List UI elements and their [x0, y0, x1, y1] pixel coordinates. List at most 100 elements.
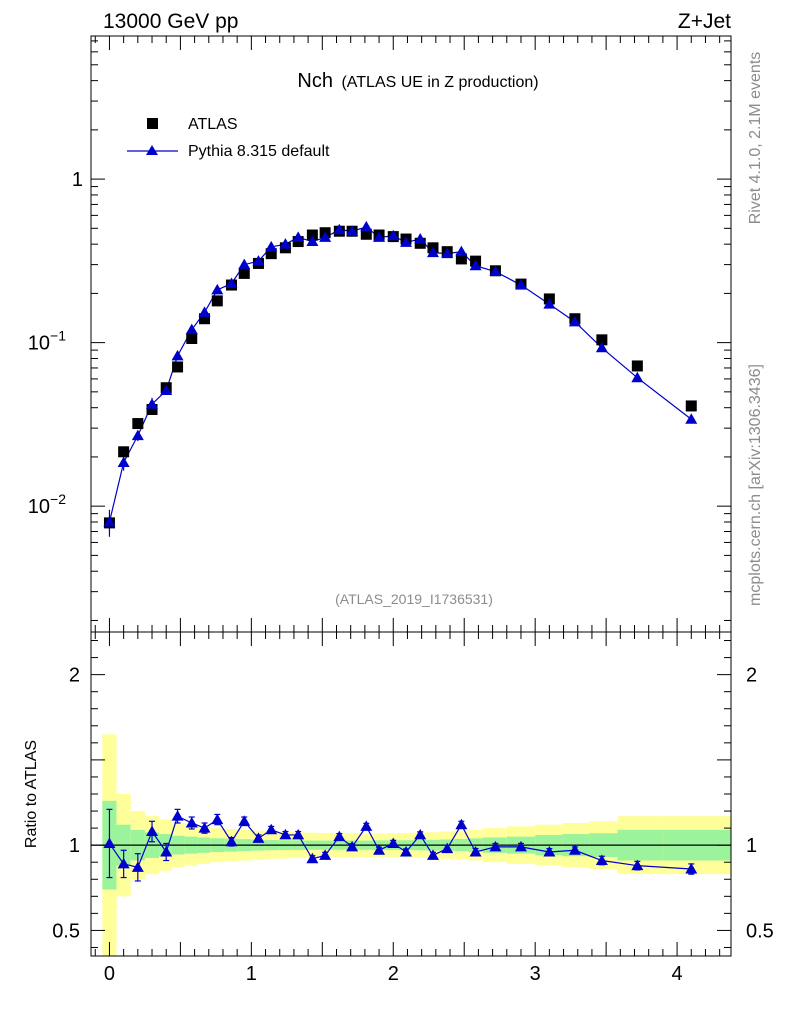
- ratio-point: [185, 816, 198, 828]
- ratio-point: [103, 837, 116, 848]
- ratio-y-tick-label-left: 2: [69, 665, 80, 687]
- x-tick-label: 1: [246, 963, 257, 985]
- pythia-point: [360, 220, 373, 232]
- pythia-point: [198, 306, 211, 317]
- atlas-point: [360, 228, 372, 240]
- pythia-point: [373, 231, 386, 242]
- ratio-point: [319, 849, 332, 860]
- pythia-line: [108, 226, 692, 523]
- pythia-point: [146, 398, 159, 409]
- pythia-point: [489, 265, 502, 277]
- main-y-tick-label: 10−1: [28, 328, 66, 355]
- pythia-point: [400, 236, 413, 247]
- pythia-point: [414, 233, 427, 244]
- atlas-point: [146, 403, 158, 415]
- pythia-point: [185, 323, 198, 335]
- pythia-point: [279, 238, 292, 249]
- ratio-point: [685, 863, 698, 874]
- legend-pythia-label: Pythia 8.315 default: [188, 143, 330, 160]
- pythia-point: [319, 231, 332, 242]
- x-tick-label: 4: [672, 963, 683, 985]
- atlas-point: [455, 253, 467, 265]
- ratio-point: [198, 822, 211, 833]
- atlas-point: [685, 400, 697, 412]
- ratio-ylabel: Ratio to ATLAS: [23, 740, 40, 848]
- ratio-panel: 0.5 0.5 1 1 2 2 0 1 2 3 4 Ratio to ATLAS: [23, 631, 774, 985]
- ratio-point: [333, 830, 346, 842]
- pythia-point: [211, 283, 224, 295]
- atlas-point: [238, 267, 250, 279]
- pythia-point: [333, 223, 346, 235]
- tick-exponent: −1: [50, 328, 66, 344]
- pythia-point: [252, 255, 265, 266]
- ratio-point: [595, 854, 608, 866]
- pythia-point: [595, 341, 608, 353]
- atlas-point: [132, 418, 144, 430]
- atlas-point: [631, 360, 643, 372]
- ratio-point: [160, 845, 173, 857]
- mcplots-label: mcplots.cern.ch [arXiv:1306.3436]: [747, 364, 764, 606]
- tick-base: 10: [28, 333, 50, 355]
- pythia-point: [103, 516, 116, 527]
- ratio-point: [238, 815, 251, 826]
- ratio-point: [146, 825, 159, 837]
- analysis-id-label: (ATLAS_2019_I1736531): [335, 591, 493, 607]
- pythia-point: [469, 259, 482, 271]
- ratio-point: [292, 828, 305, 840]
- ratio-point: [360, 820, 373, 831]
- ratio-point: [225, 835, 238, 847]
- ratio-point: [252, 832, 265, 843]
- pythia-point: [543, 298, 556, 309]
- tick-base: 10: [28, 496, 50, 518]
- main-panel: 10−210−11 Nch (ATLAS UE in Z production)…: [28, 35, 732, 633]
- pythia-point: [306, 235, 319, 247]
- rivet-version-label: Rivet 4.1.0, 2.1M events: [747, 52, 764, 225]
- ratio-y-tick-label-right: 2: [746, 665, 757, 687]
- atlas-point: [172, 361, 184, 373]
- plot-title-sub: (ATLAS UE in Z production): [341, 74, 538, 91]
- ratio-point: [469, 845, 482, 857]
- ratio-y-tick-label-right: 1: [746, 835, 757, 857]
- ratio-y-tick-label-left: 0.5: [52, 920, 80, 942]
- ratio-point: [346, 840, 359, 852]
- tick-exponent: −2: [50, 491, 66, 507]
- ratio-point: [455, 818, 468, 830]
- ratio-y-tick-label-right: 0.5: [746, 920, 774, 942]
- atlas-point: [265, 248, 277, 260]
- pythia-point: [426, 246, 439, 258]
- pythia-point: [568, 315, 581, 327]
- ratio-point: [631, 859, 644, 871]
- ratio-point: [543, 845, 556, 857]
- energy-label: 13000 GeV pp: [103, 10, 238, 33]
- legend-pythia-marker: [146, 145, 158, 155]
- pythia-point: [292, 231, 305, 242]
- ratio-point: [441, 842, 454, 854]
- ratio-point: [414, 828, 427, 840]
- pythia-point: [346, 225, 359, 236]
- ratio-frame: [90, 631, 732, 957]
- pythia-point: [455, 245, 468, 257]
- ratio-point: [279, 828, 292, 840]
- pythia-point: [225, 277, 238, 288]
- atlas-point: [199, 313, 211, 325]
- pythia-point: [238, 258, 251, 270]
- ratio-point: [568, 844, 581, 855]
- process-label: Z+Jet: [678, 10, 731, 33]
- main-y-tick-label: 10−2: [28, 491, 66, 518]
- pythia-point: [160, 384, 173, 395]
- pythia-point: [441, 247, 454, 259]
- atlas-point: [596, 334, 608, 346]
- legend-atlas-label: ATLAS: [188, 116, 238, 133]
- x-tick-label: 2: [388, 963, 399, 985]
- ratio-point: [211, 813, 224, 825]
- main-y-tick-label: 1: [72, 169, 83, 191]
- atlas-point: [118, 446, 130, 458]
- ratio-point: [373, 844, 386, 855]
- ratio-point: [426, 849, 439, 860]
- atlas-point: [186, 332, 198, 344]
- pythia-point: [171, 349, 184, 361]
- pythia-point: [631, 371, 644, 383]
- x-tick-label: 0: [104, 963, 115, 985]
- plot-title-main: Nch: [297, 70, 333, 92]
